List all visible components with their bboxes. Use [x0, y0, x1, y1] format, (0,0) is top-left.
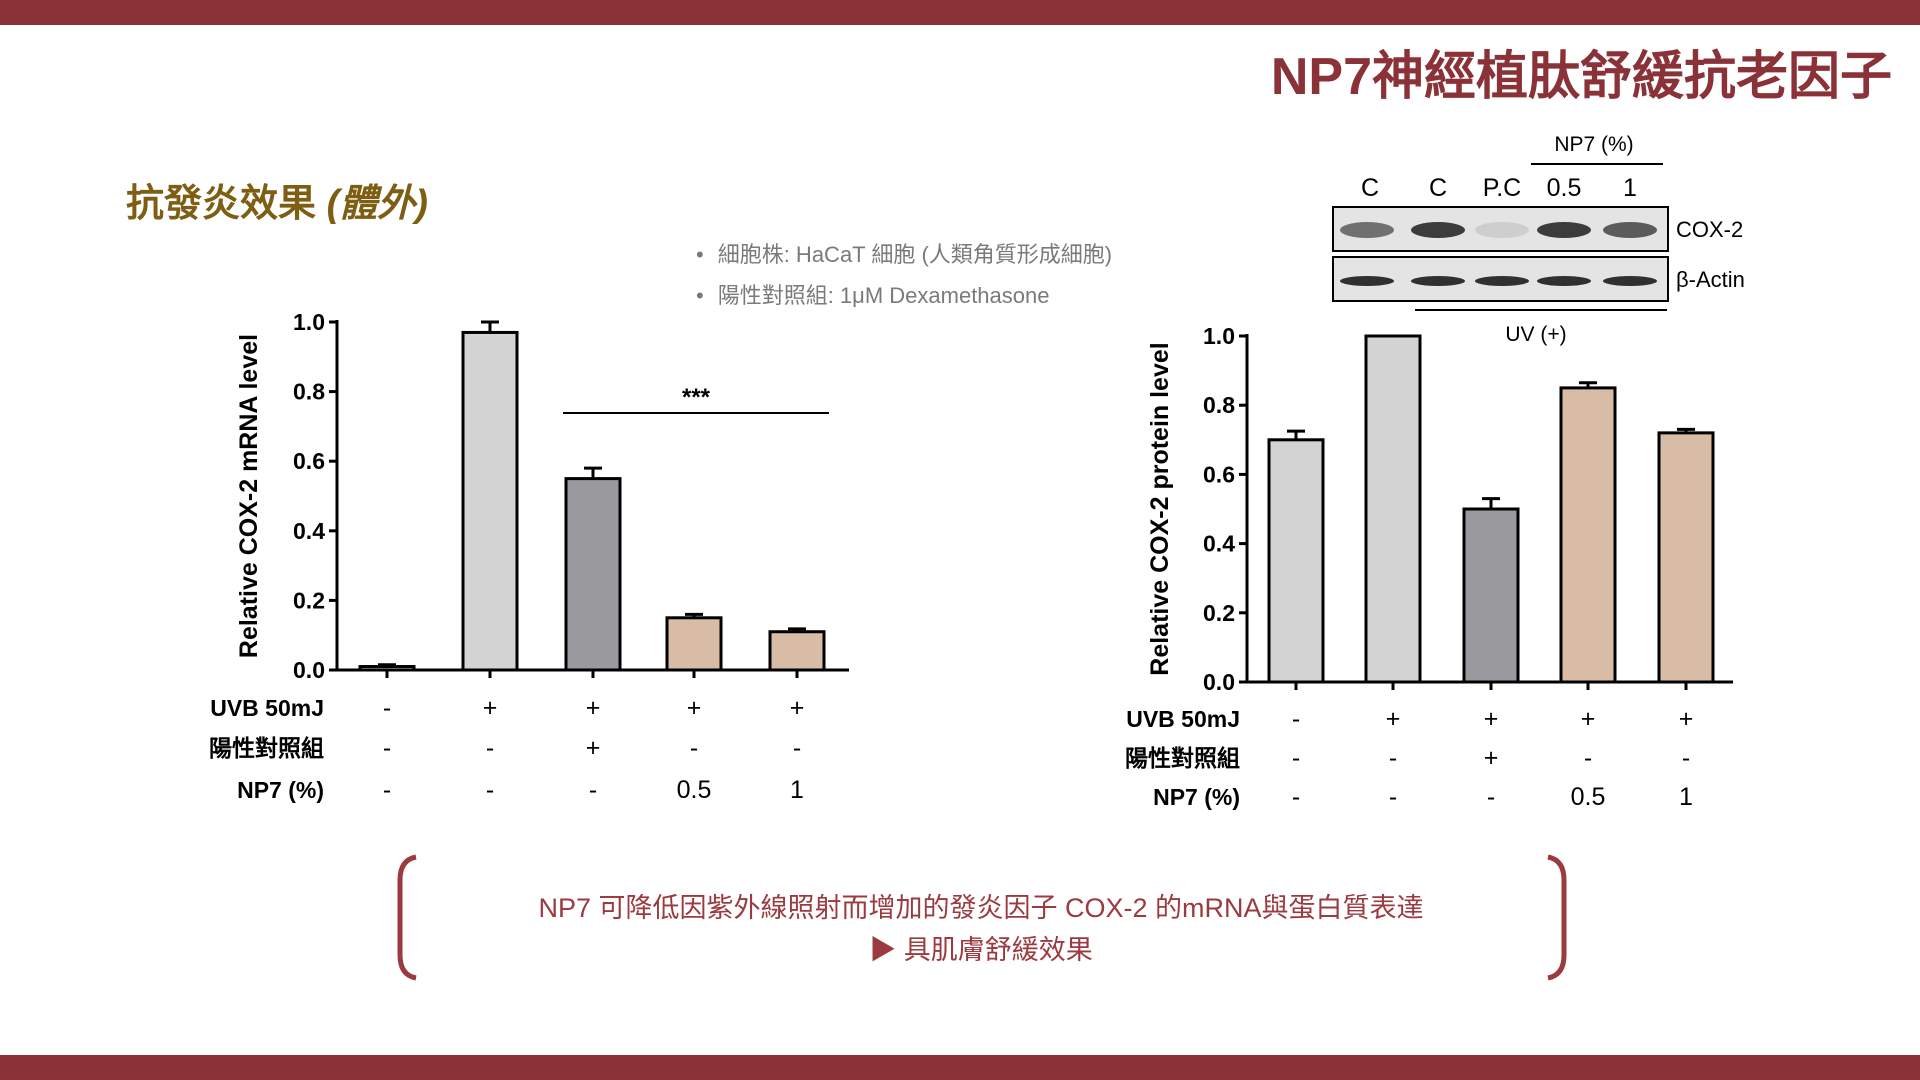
- condition-value: 0.5: [1571, 783, 1606, 811]
- section-title: 抗發炎效果 (體外): [126, 172, 428, 227]
- bullet-positive-control: • 陽性對照組: 1μM Dexamethasone: [696, 283, 1050, 308]
- condition-value: -: [690, 734, 698, 762]
- condition-value: 1: [1679, 783, 1693, 811]
- blot-band: [1340, 222, 1394, 238]
- condition-value: -: [1292, 705, 1300, 733]
- condition-value: -: [486, 776, 494, 804]
- top-banner: [0, 0, 1920, 25]
- bar-2: [461, 330, 519, 672]
- bullet-text: 陽性對照組: 1μM Dexamethasone: [717, 283, 1050, 308]
- y-tick-label: 0.6: [293, 448, 325, 474]
- blot-band: [1603, 222, 1657, 238]
- y-tick-label: 0.6: [1203, 461, 1235, 487]
- y-tick-label: 1.0: [1203, 323, 1235, 349]
- condition-value: +: [1484, 744, 1499, 772]
- condition-value: +: [1581, 705, 1596, 733]
- condition-value: -: [1292, 783, 1300, 811]
- uv-label: UV (+): [1505, 323, 1566, 346]
- condition-value: -: [589, 776, 597, 804]
- condition-value: +: [586, 694, 601, 722]
- condition-value: -: [1682, 744, 1690, 772]
- blot-lane-label: 1: [1623, 174, 1637, 202]
- section-title-text: 抗發炎效果: [126, 183, 317, 225]
- condition-value: -: [1389, 783, 1397, 811]
- y-tick-label: 0.2: [1203, 600, 1235, 626]
- blot-band: [1537, 276, 1591, 286]
- blot-band: [1475, 276, 1529, 286]
- bar-5: [768, 630, 826, 672]
- condition-label: NP7 (%): [237, 777, 324, 803]
- y-tick-label: 0.4: [1203, 531, 1235, 557]
- condition-value: +: [687, 694, 702, 722]
- bar-4: [665, 616, 723, 672]
- y-tick-label: 0.8: [1203, 392, 1235, 418]
- bar-3: [1462, 507, 1520, 684]
- condition-label: 陽性對照組: [1125, 745, 1240, 771]
- y-axis-label: Relative COX-2 protein level: [1146, 342, 1174, 675]
- condition-value: 1: [790, 776, 804, 804]
- blot-band: [1603, 276, 1657, 286]
- condition-value: -: [383, 694, 391, 722]
- bullet-text: 細胞株: HaCaT 細胞 (人類角質形成細胞): [717, 242, 1113, 267]
- y-tick-label: 0.4: [293, 518, 325, 544]
- blot-band: [1340, 276, 1394, 286]
- blot-band: [1411, 222, 1465, 238]
- blot-band-label: β-Actin: [1676, 267, 1745, 292]
- condition-value: +: [1386, 705, 1401, 733]
- condition-value: +: [1679, 705, 1694, 733]
- condition-value: -: [1584, 744, 1592, 772]
- y-axis-label: Relative COX-2 mRNA level: [235, 334, 263, 658]
- bar-2: [1364, 334, 1422, 684]
- blot-lane-label: C: [1429, 174, 1447, 202]
- conclusion-line-1: NP7 可降低因紫外線照射而增加的發炎因子 COX-2 的mRNA與蛋白質表達: [538, 893, 1424, 923]
- condition-value: -: [1487, 783, 1495, 811]
- y-tick-label: 0.0: [293, 657, 325, 683]
- blot-band: [1537, 222, 1591, 238]
- condition-value: -: [793, 734, 801, 762]
- significance-stars: ***: [682, 384, 711, 411]
- bar-1: [1267, 438, 1325, 684]
- condition-value: 0.5: [677, 776, 712, 804]
- bottom-banner: [0, 1055, 1920, 1080]
- bar-5: [1657, 431, 1715, 684]
- blot-lane-label: 0.5: [1547, 174, 1582, 202]
- condition-label: NP7 (%): [1153, 784, 1240, 810]
- condition-value: -: [486, 734, 494, 762]
- blot-band: [1411, 276, 1465, 286]
- bar-3: [564, 477, 622, 672]
- conclusion-line-2: ▶ 具肌膚舒緩效果: [869, 935, 1093, 965]
- condition-value: -: [383, 734, 391, 762]
- condition-label: UVB 50mJ: [210, 695, 324, 721]
- blot-lane-label: P.C: [1483, 174, 1521, 202]
- section-title-paren: (體外): [326, 183, 428, 225]
- y-tick-label: 0.2: [293, 587, 325, 613]
- blot-band-label: COX-2: [1676, 217, 1743, 242]
- condition-value: -: [1389, 744, 1397, 772]
- blot-group-label: NP7 (%): [1554, 133, 1633, 156]
- bar-4: [1559, 386, 1617, 684]
- condition-label: 陽性對照組: [209, 735, 324, 761]
- y-tick-label: 0.0: [1203, 669, 1235, 695]
- y-tick-label: 1.0: [293, 309, 325, 335]
- blot-band: [1475, 222, 1529, 238]
- blot-lane-label: C: [1361, 174, 1379, 202]
- condition-value: -: [1292, 744, 1300, 772]
- page-title: NP7神經植肽舒緩抗老因子: [1270, 48, 1892, 106]
- condition-value: +: [586, 734, 601, 762]
- condition-value: +: [790, 694, 805, 722]
- condition-value: -: [383, 776, 391, 804]
- bullet-cell-line: • 細胞株: HaCaT 細胞 (人類角質形成細胞): [696, 242, 1113, 267]
- condition-value: +: [1484, 705, 1499, 733]
- condition-value: +: [483, 694, 498, 722]
- y-tick-label: 0.8: [293, 379, 325, 405]
- condition-label: UVB 50mJ: [1126, 706, 1240, 732]
